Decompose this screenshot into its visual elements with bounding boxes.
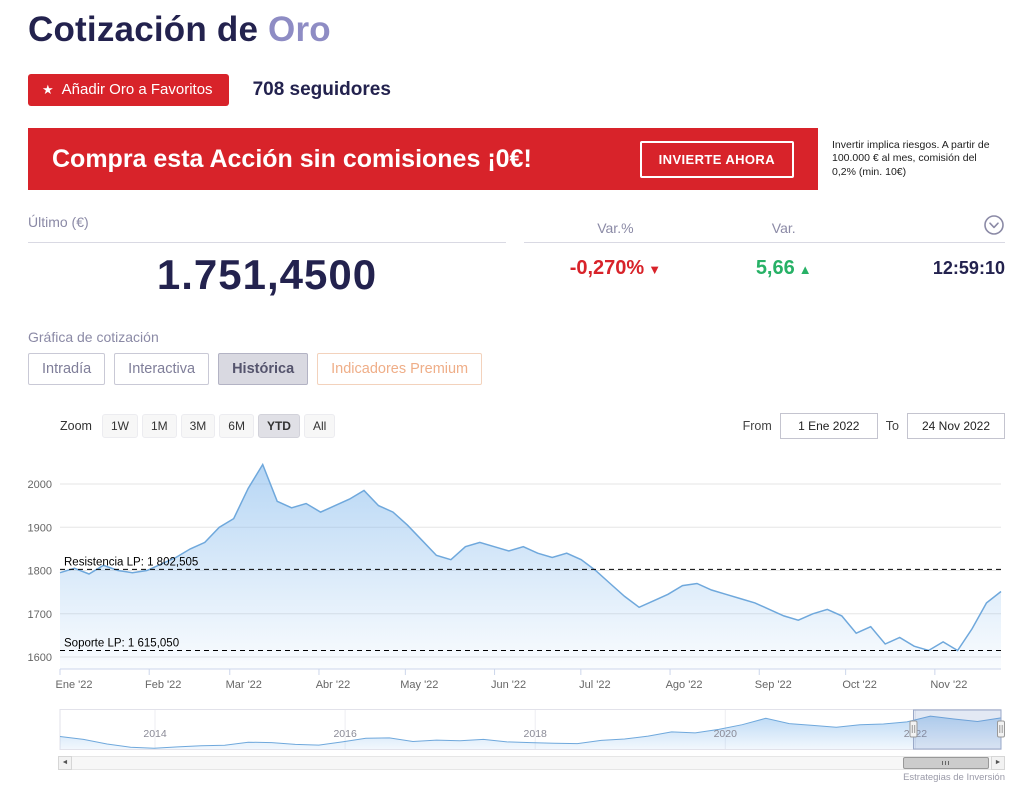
add-to-favorites-button[interactable]: ★ Añadir Oro a Favoritos: [28, 74, 229, 106]
svg-text:1800: 1800: [28, 566, 52, 578]
var-pct-value: -0,270%: [569, 257, 645, 279]
promo-banner-row: Compra esta Acción sin comisiones ¡0€! I…: [28, 128, 1005, 190]
down-triangle-icon: ▼: [648, 262, 662, 277]
followers-count: 708 seguidores: [252, 79, 391, 100]
svg-text:Oct '22: Oct '22: [842, 679, 877, 691]
time-header-cell: [861, 214, 1005, 236]
var-pct-cell: -0,270% ▼: [524, 257, 707, 280]
scrollbar-track[interactable]: [72, 756, 991, 770]
add-to-favorites-label: Añadir Oro a Favoritos: [61, 81, 213, 98]
variation-header-row: Var.% Var.: [524, 214, 1005, 243]
zoom-6m-button[interactable]: 6M: [219, 414, 254, 438]
svg-text:Ene '22: Ene '22: [56, 679, 93, 691]
svg-text:Resistencia LP: 1 802,505: Resistencia LP: 1 802,505: [64, 556, 198, 568]
svg-text:Sep '22: Sep '22: [755, 679, 792, 691]
up-triangle-icon: ▲: [798, 262, 812, 277]
var-label: Var.: [771, 220, 796, 236]
scrollbar-left-arrow-icon[interactable]: ◄: [58, 756, 72, 770]
variation-block: Var.% Var. -0,270% ▼ 5,66 ▲ 12:59:10: [524, 214, 1005, 299]
zoom-3m-button[interactable]: 3M: [180, 414, 216, 438]
quote-strip: Último (€) 1.751,4500 Var.% Var. -0,270%…: [28, 214, 1005, 299]
zoom-ytd-button[interactable]: YTD: [257, 414, 300, 438]
chevron-down-circle-icon[interactable]: [983, 214, 1005, 236]
svg-text:2000: 2000: [28, 479, 52, 491]
svg-text:May '22: May '22: [400, 679, 438, 691]
from-date-input[interactable]: [779, 413, 878, 439]
promo-banner: Compra esta Acción sin comisiones ¡0€! I…: [28, 128, 818, 190]
svg-text:Ago '22: Ago '22: [666, 679, 703, 691]
svg-text:1600: 1600: [28, 652, 52, 664]
svg-text:2020: 2020: [714, 728, 738, 740]
var-cell: 5,66 ▲: [707, 257, 861, 280]
scrollbar-right-arrow-icon[interactable]: ►: [991, 756, 1005, 770]
zoom-1w-button[interactable]: 1W: [101, 414, 138, 438]
from-label: From: [742, 419, 772, 433]
chart-navigator[interactable]: 20142016201820202022: [28, 709, 1005, 753]
chart-toolbar: Zoom 1W 1M 3M 6M YTD All From To: [60, 413, 1005, 439]
variation-values-row: -0,270% ▼ 5,66 ▲ 12:59:10: [524, 257, 1005, 280]
tab-interactiva[interactable]: Interactiva: [114, 353, 210, 385]
zoom-1m-button[interactable]: 1M: [141, 414, 177, 438]
svg-text:Feb '22: Feb '22: [145, 679, 181, 691]
chart-area: 1600 1700 1800 1900 2000 Ene '22 Feb '22 Mar '2…: [28, 449, 1005, 783]
svg-text:Abr '22: Abr '22: [316, 679, 351, 691]
last-price-value: 1.751,4500: [156, 251, 378, 298]
tab-intradia[interactable]: Intradía: [28, 353, 106, 385]
zoom-label: Zoom: [60, 419, 92, 433]
invest-now-button[interactable]: INVIERTE AHORA: [639, 140, 794, 178]
svg-text:2014: 2014: [143, 728, 167, 740]
chart-scrollbar: ◄ ►: [58, 756, 1005, 770]
page-title-prefix: Cotización de: [28, 10, 269, 49]
zoom-all-button[interactable]: All: [303, 414, 336, 438]
svg-text:Nov '22: Nov '22: [930, 679, 967, 691]
star-icon: ★: [42, 82, 54, 97]
favorites-row: ★ Añadir Oro a Favoritos 708 seguidores: [28, 74, 1005, 106]
to-label: To: [885, 419, 899, 433]
page-title-instrument: Oro: [268, 10, 331, 49]
risk-disclaimer: Invertir implica riesgos. A partir de 10…: [832, 138, 990, 178]
quote-time: 12:59:10: [932, 258, 1005, 278]
svg-text:Jul '22: Jul '22: [579, 679, 610, 691]
promo-headline: Compra esta Acción sin comisiones ¡0€!: [52, 144, 532, 173]
price-chart[interactable]: 1600 1700 1800 1900 2000 Ene '22 Feb '22 Mar '2…: [28, 449, 1005, 695]
svg-text:1700: 1700: [28, 609, 52, 621]
svg-text:2016: 2016: [333, 728, 357, 740]
chart-credit: Estrategias de Inversión: [903, 772, 1005, 783]
scrollbar-thumb[interactable]: [902, 757, 990, 769]
svg-text:Soporte LP: 1 615,050: Soporte LP: 1 615,050: [64, 637, 179, 649]
to-date-input[interactable]: [907, 413, 1005, 439]
chart-tabs: Intradía Interactiva Histórica Indicador…: [28, 353, 1005, 385]
last-price-label: Último (€): [28, 214, 506, 243]
svg-text:Mar '22: Mar '22: [226, 679, 262, 691]
var-value: 5,66: [755, 257, 795, 279]
page-title: Cotización de Oro: [28, 10, 1005, 50]
svg-text:2018: 2018: [524, 728, 548, 740]
tab-historica[interactable]: Histórica: [218, 353, 309, 385]
tab-indicadores-premium[interactable]: Indicadores Premium: [317, 353, 483, 385]
svg-text:Jun '22: Jun '22: [491, 679, 526, 691]
last-price-block: Último (€) 1.751,4500: [28, 214, 506, 299]
svg-text:1900: 1900: [28, 522, 52, 534]
var-pct-label: Var.%: [597, 220, 634, 236]
chart-section-label: Gráfica de cotización: [28, 329, 159, 345]
